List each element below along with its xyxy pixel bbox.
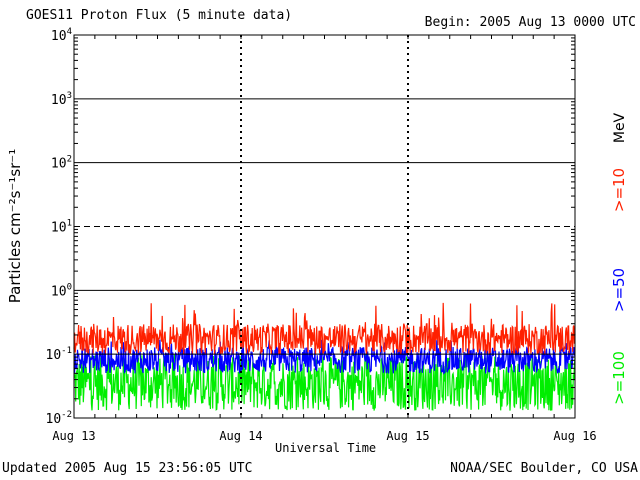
y-tick-label--1: 10-1 [46, 346, 73, 363]
x-axis-label: Universal Time [275, 441, 377, 455]
series-layer [73, 302, 576, 411]
y-tick-label-3: 103 [51, 91, 72, 108]
x-tick-label: Aug 14 [219, 429, 262, 443]
y-axis-label: Particles cm⁻²s⁻¹sr⁻¹ [6, 149, 24, 303]
chart-title: GOES11 Proton Flux (5 minute data) [26, 8, 293, 23]
y-tick-label-4: 104 [51, 27, 72, 44]
legend-unit: MeV [612, 112, 628, 143]
footer-source: NOAA/SEC Boulder, CO USA [450, 461, 638, 476]
label-layer: 104 103 102 101 100 10-1 10-2 Aug 13 Aug 14 Aug 1… [6, 27, 628, 443]
footer-updated: Updated 2005 Aug 15 23:56:05 UTC [2, 461, 253, 476]
y-tick-label--2: 10-2 [46, 410, 73, 427]
series-line-ge100 [73, 353, 576, 411]
legend-entry-ge100: >=100 [610, 351, 628, 405]
tick-layer [73, 35, 576, 418]
begin-time-label: Begin: 2005 Aug 13 0000 UTC [424, 15, 636, 30]
grid-layer [74, 35, 575, 418]
series-line-ge50 [73, 339, 576, 375]
x-tick-label: Aug 15 [386, 429, 429, 443]
legend-entry-ge50: >=50 [610, 268, 628, 312]
series-line-ge10 [73, 302, 576, 355]
x-tick-label: Aug 13 [52, 429, 95, 443]
y-tick-label-1: 101 [51, 219, 72, 236]
x-tick-label: Aug 16 [553, 429, 596, 443]
legend-entry-ge10: >=10 [610, 168, 628, 212]
y-tick-label-2: 102 [51, 155, 72, 172]
y-tick-label-0: 100 [51, 282, 72, 299]
